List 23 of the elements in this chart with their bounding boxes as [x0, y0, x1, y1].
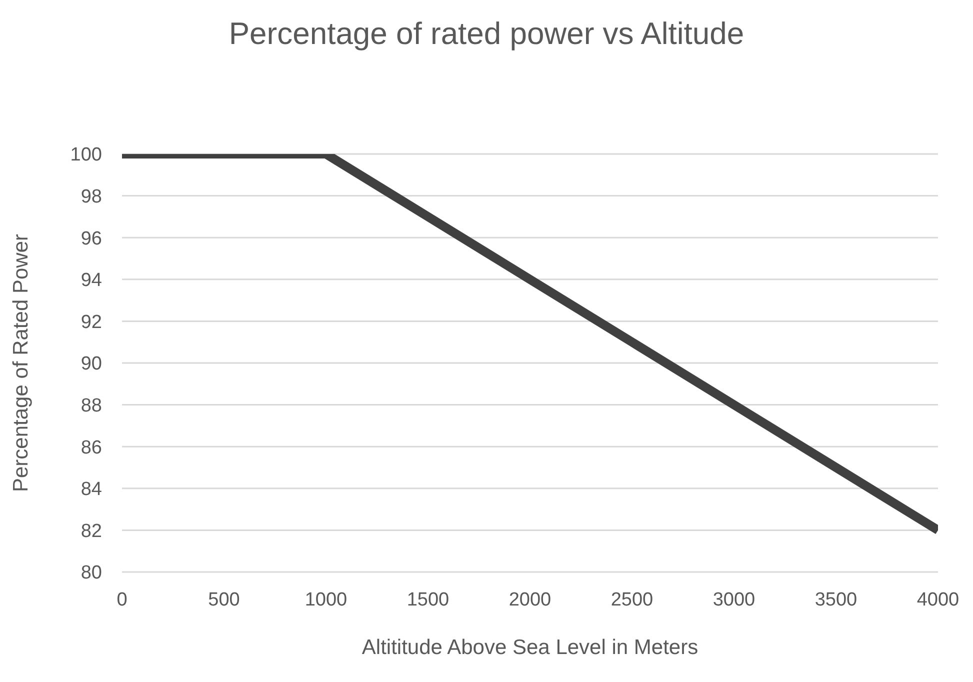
y-tick-label: 94	[80, 270, 102, 292]
y-tick-label: 96	[80, 228, 102, 250]
y-tick-label: 100	[70, 144, 102, 166]
y-tick-label: 98	[80, 186, 102, 208]
y-axis-title: Percentage of Rated Power	[9, 234, 32, 492]
x-tick-label: 2000	[508, 589, 552, 610]
x-tick-label: 3500	[814, 589, 858, 610]
x-axis-title: Altititude Above Sea Level in Meters	[362, 636, 698, 659]
y-tick-label: 82	[80, 520, 102, 542]
y-tick-label: 92	[80, 312, 102, 333]
x-tick-label: 3000	[712, 589, 756, 610]
x-tick-label: 1500	[406, 589, 450, 610]
y-tick-label: 86	[80, 437, 102, 458]
y-tick-label: 88	[80, 396, 102, 417]
x-tick-label: 0	[116, 589, 128, 610]
x-tick-label: 1000	[304, 589, 348, 610]
x-tick-label: 2500	[610, 589, 654, 610]
chart-title: Percentage of rated power vs Altitude	[228, 15, 746, 53]
y-tick-label: 84	[80, 479, 102, 500]
x-tick-label: 4000	[916, 589, 960, 610]
y-tick-label: 80	[80, 562, 102, 584]
y-tick-label: 90	[80, 354, 102, 375]
x-tick-label: 500	[208, 589, 240, 610]
